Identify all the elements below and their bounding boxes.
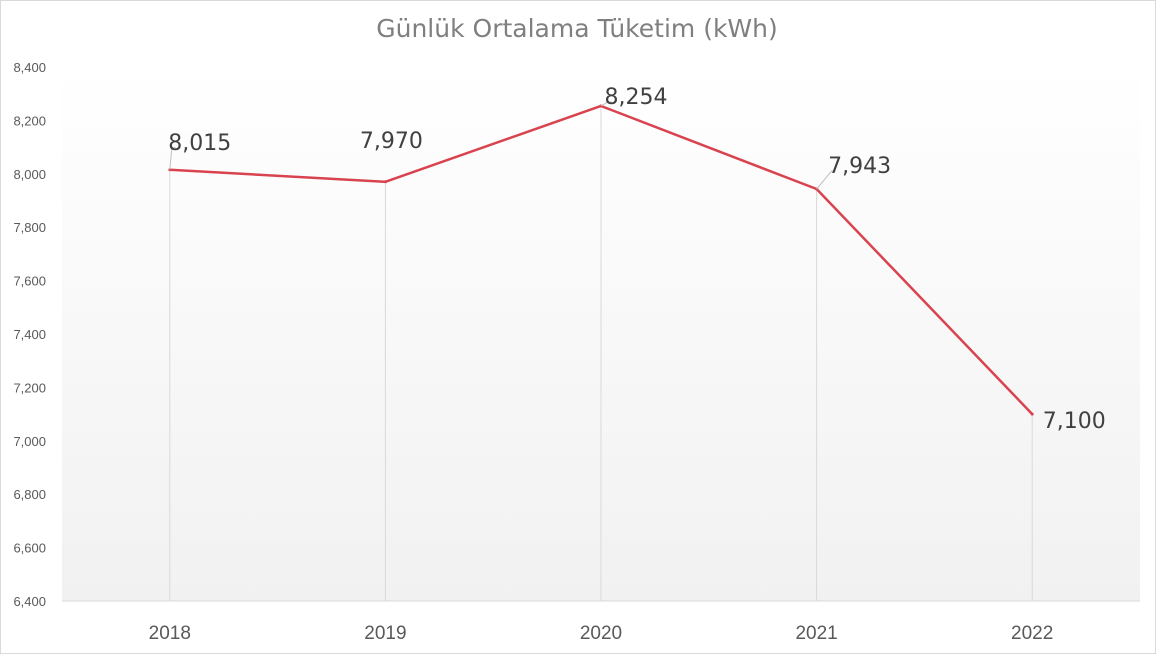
x-tick-label: 2022 (1011, 623, 1053, 644)
y-tick-label: 6,600 (13, 541, 46, 556)
drop-lines (169, 105, 1033, 601)
y-axis: 6,400 6,600 6,800 7,000 7,200 7,400 7,600 7,800… (13, 60, 46, 609)
leader-line (600, 101, 612, 107)
data-label: 7,943 (828, 154, 891, 179)
x-axis: 2018 2019 2020 2021 2022 (149, 623, 1054, 644)
leader-line (169, 147, 176, 170)
data-point (383, 180, 387, 184)
y-tick-label: 8,400 (13, 60, 46, 75)
y-tick-label: 6,400 (13, 594, 46, 609)
data-label: 7,970 (360, 129, 423, 154)
y-tick-label: 7,600 (13, 274, 46, 289)
data-label: 8,254 (605, 85, 668, 110)
chart-title: Günlük Ortalama Tüketim (kWh) (376, 14, 778, 43)
x-tick-label: 2021 (795, 623, 837, 644)
x-tick-label: 2019 (364, 623, 406, 644)
y-tick-label: 8,000 (13, 167, 46, 182)
data-label: 7,100 (1043, 409, 1106, 434)
y-tick-label: 6,800 (13, 487, 46, 502)
leader-line (816, 170, 836, 190)
y-tick-label: 7,800 (13, 220, 46, 235)
x-tick-label: 2020 (580, 623, 622, 644)
y-tick-label: 7,200 (13, 380, 46, 395)
y-tick-label: 8,200 (13, 113, 46, 128)
data-label: 8,015 (168, 131, 231, 156)
x-tick-label: 2018 (149, 623, 191, 644)
data-labels: 8,015 7,970 8,254 7,943 7,100 (168, 85, 1105, 434)
data-point (1030, 412, 1034, 416)
y-tick-label: 7,400 (13, 327, 46, 342)
y-tick-label: 7,000 (13, 434, 46, 449)
